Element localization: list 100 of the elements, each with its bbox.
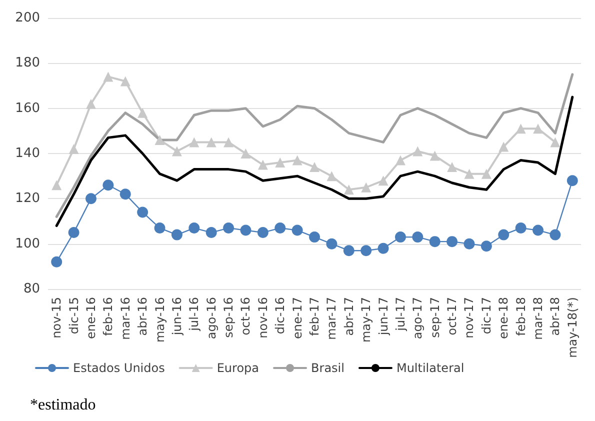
x-tick-label: nov-17 — [462, 297, 476, 338]
point — [516, 124, 526, 134]
point — [240, 148, 251, 158]
point — [154, 222, 166, 234]
point — [344, 184, 354, 195]
point — [172, 146, 182, 156]
x-tick-label: mar-16 — [118, 297, 132, 340]
x-tick-label: mar-17 — [324, 297, 339, 340]
point — [430, 150, 440, 161]
y-tick-label: 200 — [15, 10, 40, 26]
point — [206, 227, 217, 238]
point — [189, 137, 200, 148]
x-tick-label: sep-17 — [428, 297, 442, 338]
x-tick-label: oct-16 — [238, 297, 253, 336]
y-tick-label: 120 — [15, 191, 40, 206]
point — [343, 245, 354, 256]
line-series — [55, 96, 574, 228]
x-tick-label: feb-18 — [514, 297, 528, 336]
point — [68, 144, 79, 154]
point — [498, 142, 509, 152]
line-series — [55, 73, 574, 218]
point — [86, 98, 96, 109]
y-tick-label: 140 — [15, 146, 40, 161]
point — [292, 224, 303, 236]
x-tick-label: jun-17 — [376, 297, 390, 336]
x-tick-label: ago-17 — [410, 297, 425, 340]
x-tick-label: feb-16 — [101, 297, 116, 336]
x-tick-label: jun-16 — [170, 297, 184, 336]
x-tick-label: ago-16 — [204, 297, 218, 340]
x-tick-label: sep-16 — [222, 297, 236, 338]
x-tick-label: may-16 — [152, 297, 167, 343]
x-tick-label: oct-17 — [445, 297, 460, 336]
x-tick-label: may-17 — [359, 297, 374, 343]
x-tick-label: dic-15 — [66, 297, 81, 334]
x-tick-label: ene-16 — [84, 297, 98, 339]
x-tick-label: may-18(*) — [565, 297, 580, 358]
point — [395, 155, 406, 166]
x-tick-label: abr-16 — [136, 297, 150, 336]
x-tick-label: abr-17 — [342, 297, 356, 336]
point — [361, 182, 372, 192]
point — [240, 224, 252, 236]
x-tick-label: nov-15 — [50, 297, 64, 338]
x-tick-label: dic-16 — [273, 297, 288, 334]
point — [447, 162, 458, 172]
point — [533, 124, 544, 134]
point — [223, 222, 234, 234]
point — [515, 222, 526, 234]
point — [378, 176, 388, 186]
point — [52, 180, 62, 190]
point — [550, 137, 560, 148]
point — [257, 227, 268, 238]
y-tick-label: 80 — [23, 282, 40, 296]
point — [274, 222, 286, 234]
point — [85, 193, 96, 204]
point — [360, 245, 372, 256]
text: *estimado — [30, 396, 96, 414]
point — [498, 229, 510, 240]
point — [326, 171, 337, 182]
x-tick-label: ene-18 — [496, 297, 511, 339]
legend-label: Estados Unidos — [73, 361, 165, 375]
point — [292, 155, 302, 166]
point — [68, 227, 80, 238]
x-tick-label: mar-18 — [531, 297, 546, 340]
point — [258, 160, 268, 170]
y-tick-label: 160 — [15, 100, 40, 116]
x-tick-label: nov-16 — [256, 297, 270, 338]
point — [309, 232, 320, 243]
point — [446, 236, 458, 248]
point — [464, 238, 475, 250]
point — [326, 238, 338, 250]
point — [412, 146, 423, 156]
x-tick-label: jul-17 — [393, 297, 408, 332]
point — [103, 72, 114, 82]
point — [51, 256, 62, 268]
x-tick-label: feb-17 — [308, 297, 322, 336]
point — [171, 229, 182, 240]
x-tick-label: dic-17 — [479, 297, 494, 334]
point — [464, 168, 474, 179]
y-tick-label: 180 — [15, 56, 40, 71]
point — [310, 162, 320, 172]
point — [188, 222, 200, 234]
point — [532, 224, 544, 236]
x-tick-label: abr-18 — [548, 297, 562, 336]
point — [481, 168, 492, 179]
legend-label: Brasil — [311, 361, 344, 375]
x-tick-label: ene-17 — [290, 297, 304, 339]
y-tick-label: 100 — [15, 236, 40, 252]
point — [154, 134, 165, 145]
legend-label: Europa — [216, 361, 260, 375]
point — [138, 108, 148, 118]
legend-label: Multilateral — [396, 361, 464, 375]
point — [137, 206, 148, 218]
point — [480, 240, 492, 252]
point — [394, 232, 406, 243]
x-tick-label: jul-16 — [187, 297, 202, 332]
point — [275, 158, 286, 168]
point — [378, 242, 389, 254]
point — [120, 188, 131, 200]
point — [102, 180, 114, 191]
point — [206, 137, 216, 148]
